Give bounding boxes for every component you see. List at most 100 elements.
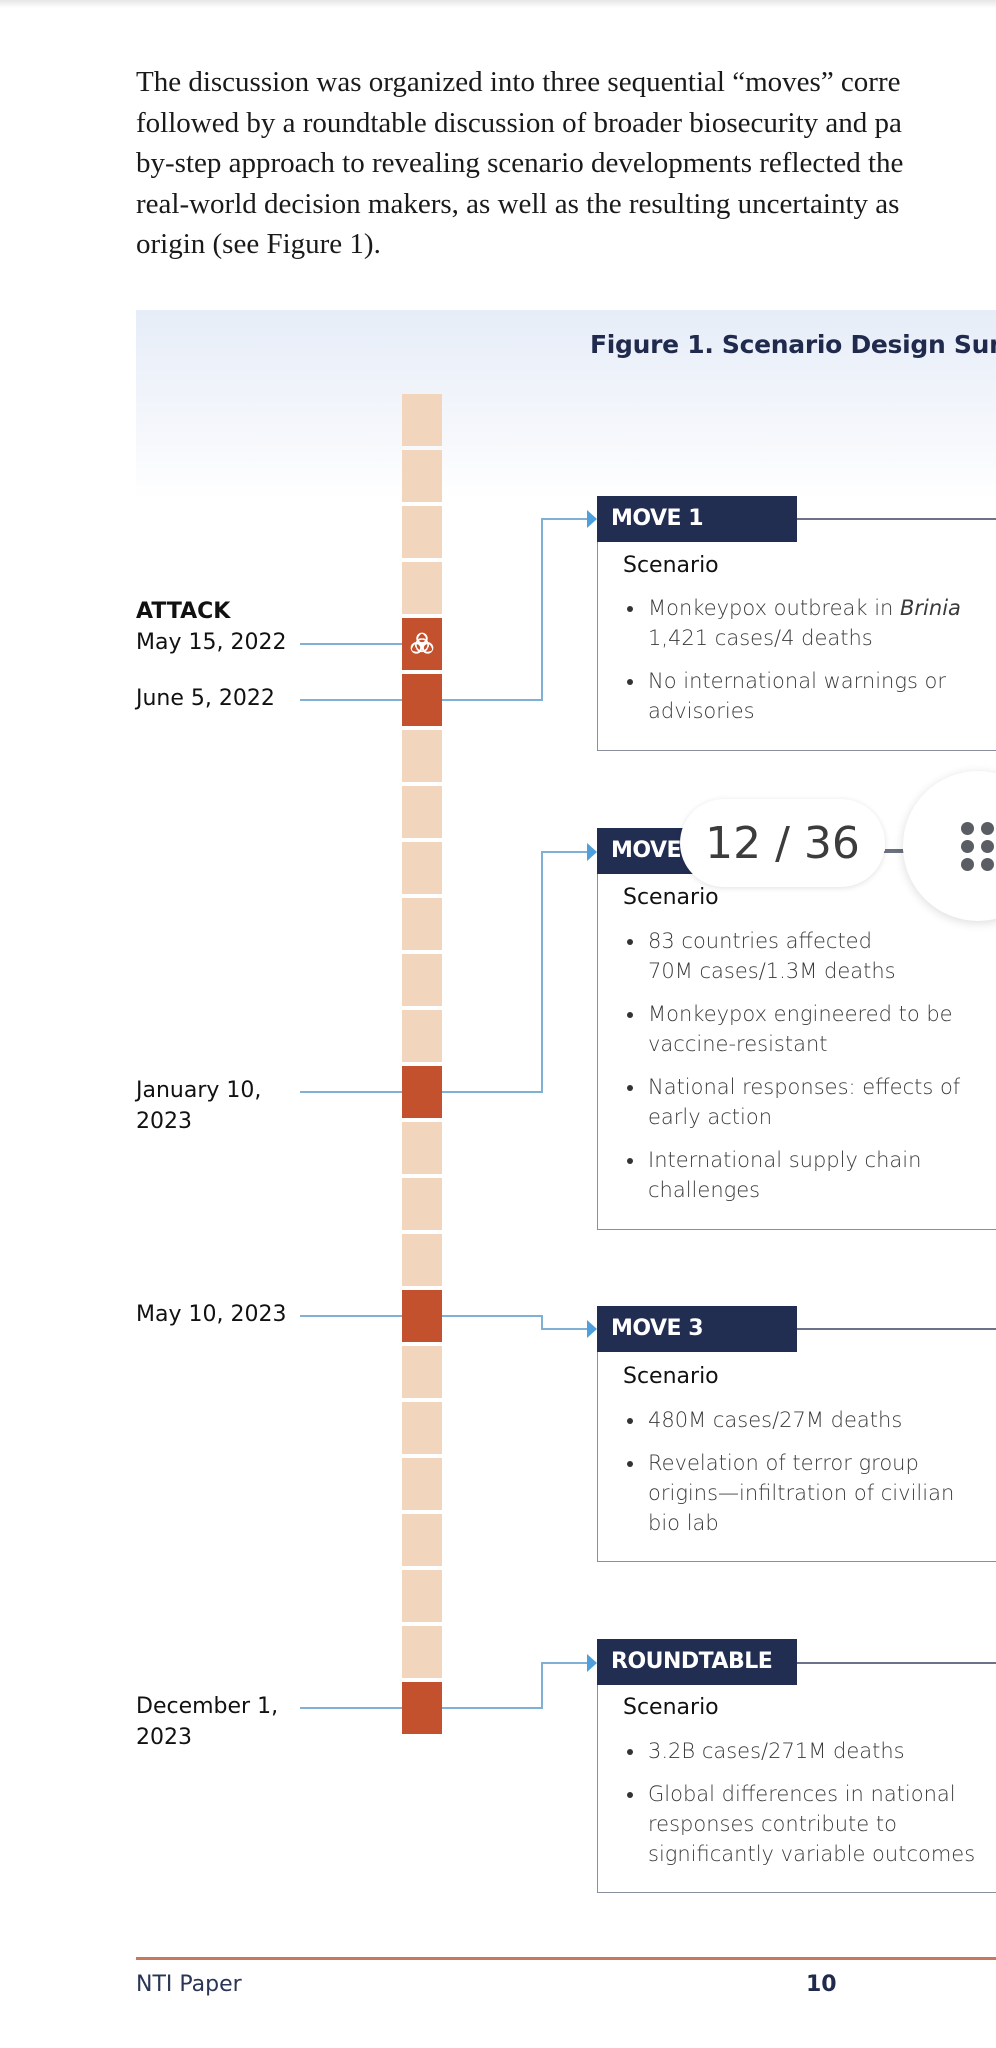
date-label-roundtable: December 1, 2023 — [136, 1691, 278, 1753]
move2-box-topline — [797, 851, 996, 853]
move3-connector-bottom — [541, 1328, 587, 1330]
move3-box — [597, 1328, 996, 1562]
roundtable-arrow-icon — [587, 1654, 597, 1672]
bullet-item: 480M cases/27M deaths — [623, 1405, 954, 1435]
timeline-segment-move3 — [402, 1290, 442, 1342]
move2-connector-top — [541, 851, 587, 853]
timeline-segment — [402, 562, 442, 614]
intro-line: real-world decision makers, as well as t… — [136, 187, 900, 220]
move3-bullets: 480M cases/27M deaths Revelation of terr… — [623, 1405, 954, 1551]
timeline-segment — [402, 1010, 442, 1062]
attack-connector — [300, 643, 402, 645]
viewer-top-shadow — [0, 0, 996, 8]
bullet-item: Revelation of terror group origins—infil… — [623, 1448, 954, 1538]
move3-scenario-heading: Scenario — [623, 1364, 719, 1389]
timeline-segment — [402, 1402, 442, 1454]
move1-connector-top — [541, 518, 587, 520]
timeline-segment — [402, 506, 442, 558]
move1-scenario-heading: Scenario — [623, 553, 719, 578]
date-label-attack: ATTACK May 15, 2022 — [136, 596, 286, 658]
move2-date-connector — [300, 1091, 402, 1093]
move3-date-connector — [300, 1315, 402, 1317]
move2-connector-h — [442, 1091, 543, 1093]
bullet-item: Global differences in national responses… — [623, 1779, 975, 1869]
date-line: 2023 — [136, 1109, 192, 1134]
move1-bullets: Monkeypox outbreak in Brinia 1,421 cases… — [623, 593, 961, 739]
bullet-italic-text: Brinia — [900, 596, 961, 620]
page-indicator-connector — [885, 849, 903, 851]
move3-connector-h — [442, 1315, 543, 1317]
timeline-segment — [402, 1514, 442, 1566]
page-indicator[interactable]: 12 / 36 — [680, 799, 885, 887]
date-line: 2023 — [136, 1725, 192, 1750]
bullet-item: 3.2B cases/271M deaths — [623, 1736, 975, 1766]
roundtable-header: ROUNDTABLE — [597, 1639, 797, 1685]
timeline-segment — [402, 1346, 442, 1398]
move1-box-topline — [797, 518, 996, 520]
timeline-segment — [402, 898, 442, 950]
timeline-segment-attack — [402, 618, 442, 670]
footer-rule — [136, 1957, 996, 1960]
roundtable-connector-v — [541, 1662, 543, 1709]
move3-box-topline — [797, 1328, 996, 1330]
intro-line: The discussion was organized into three … — [136, 66, 901, 98]
date-line: December 1, — [136, 1694, 279, 1719]
move2-bullets: 83 countries affected 70M cases/1.3M dea… — [623, 926, 960, 1218]
timeline-segment — [402, 1178, 442, 1230]
footer-page-number: 10 — [806, 1972, 837, 1997]
bullet-item: National responses: effects of early act… — [623, 1072, 960, 1132]
bullet-item: International supply chain challenges — [623, 1145, 960, 1205]
timeline-segment — [402, 842, 442, 894]
move3-arrow-icon — [587, 1320, 597, 1338]
roundtable-box — [597, 1662, 996, 1893]
footer-publication: NTI Paper — [136, 1972, 242, 1997]
date-label-move1: June 5, 2022 — [136, 686, 275, 711]
roundtable-scenario-heading: Scenario — [623, 1695, 719, 1720]
bullet-item: No international warnings or advisories — [623, 666, 961, 726]
timeline-segment — [402, 1570, 442, 1622]
move2-connector-v — [541, 851, 543, 1093]
move1-arrow-icon — [587, 510, 597, 528]
biohazard-icon — [402, 618, 442, 670]
timeline-segment-move1 — [402, 674, 442, 726]
timeline-segment — [402, 1458, 442, 1510]
intro-line: origin (see Figure 1). — [136, 228, 381, 260]
timeline-segment — [402, 786, 442, 838]
move1-header: MOVE 1 — [597, 496, 797, 542]
move1-connector-v — [541, 518, 543, 701]
bullet-item: 83 countries affected 70M cases/1.3M dea… — [623, 926, 960, 986]
timeline-segment — [402, 1122, 442, 1174]
timeline-segment — [402, 450, 442, 502]
timeline-segment — [402, 1234, 442, 1286]
roundtable-bullets: 3.2B cases/271M deaths Global difference… — [623, 1736, 975, 1882]
figure-title: Figure 1. Scenario Design Summ — [590, 330, 996, 359]
drag-handle-icon — [961, 822, 995, 872]
attack-date: May 15, 2022 — [136, 630, 287, 655]
move1-box — [597, 518, 996, 751]
timeline-segment — [402, 394, 442, 446]
intro-line: followed by a roundtable discussion of b… — [136, 106, 902, 139]
move1-connector-h — [442, 699, 543, 701]
move2-scenario-heading: Scenario — [623, 885, 719, 910]
move3-header: MOVE 3 — [597, 1306, 797, 1352]
roundtable-connector-top — [541, 1662, 587, 1664]
move1-date-connector — [300, 699, 402, 701]
timeline-segment-roundtable — [402, 1682, 442, 1734]
timeline-segment — [402, 954, 442, 1006]
bullet-item: Monkeypox outbreak in Brinia 1,421 cases… — [623, 593, 961, 653]
move2-box — [597, 851, 996, 1230]
roundtable-connector-h — [442, 1707, 543, 1709]
date-line: January 10, — [136, 1078, 262, 1103]
timeline-segment-move2 — [402, 1066, 442, 1118]
date-label-move2: January 10, 2023 — [136, 1075, 261, 1137]
bullet-item: Monkeypox engineered to be vaccine-resis… — [623, 999, 960, 1059]
intro-line: by-step approach to revealing scenario d… — [136, 147, 904, 179]
bullet-text: Monkeypox outbreak in — [648, 596, 901, 620]
bullet-text: 1,421 cases/4 deaths — [648, 626, 873, 650]
timeline-segment — [402, 730, 442, 782]
move2-arrow-icon — [587, 843, 597, 861]
timeline-segment — [402, 1626, 442, 1678]
intro-paragraph: The discussion was organized into three … — [136, 62, 996, 265]
attack-label: ATTACK — [136, 599, 231, 624]
roundtable-box-topline — [797, 1662, 996, 1664]
